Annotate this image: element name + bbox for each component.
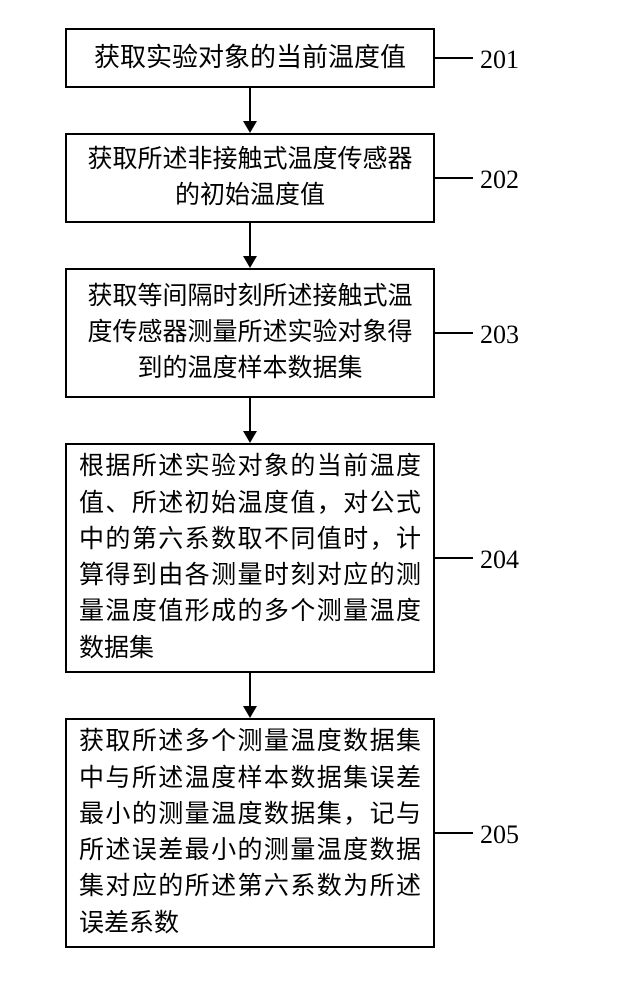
arrow-3-4-line [249, 398, 251, 431]
flow-label-2: 202 [480, 165, 519, 195]
flow-node-4-text: 根据所述实验对象的当前温度值、所述初始温度值，对公式中的第六系数取不同值时，计算… [79, 449, 421, 667]
connector-2 [435, 177, 473, 179]
flow-node-3: 获取等间隔时刻所述接触式温度传感器测量所述实验对象得到的温度样本数据集 [65, 268, 435, 398]
flow-label-3: 203 [480, 320, 519, 350]
flow-node-4: 根据所述实验对象的当前温度值、所述初始温度值，对公式中的第六系数取不同值时，计算… [65, 443, 435, 673]
arrow-2-3-head [243, 256, 257, 268]
flow-node-2: 获取所述非接触式温度传感器的初始温度值 [65, 133, 435, 223]
flow-node-3-text: 获取等间隔时刻所述接触式温度传感器测量所述实验对象得到的温度样本数据集 [79, 279, 421, 388]
arrow-4-5-line [249, 673, 251, 706]
flow-label-4: 204 [480, 545, 519, 575]
arrow-1-2-line [249, 88, 251, 121]
arrow-1-2-head [243, 121, 257, 133]
arrow-3-4-head [243, 431, 257, 443]
flow-node-5-text: 获取所述多个测量温度数据集中与所述温度样本数据集误差最小的测量温度数据集，记与所… [79, 724, 421, 942]
connector-3 [435, 332, 473, 334]
flow-label-1: 201 [480, 45, 519, 75]
flow-node-5: 获取所述多个测量温度数据集中与所述温度样本数据集误差最小的测量温度数据集，记与所… [65, 718, 435, 948]
flow-node-1: 获取实验对象的当前温度值 [65, 28, 435, 88]
flow-node-2-text: 获取所述非接触式温度传感器的初始温度值 [79, 142, 421, 215]
connector-1 [435, 57, 473, 59]
connector-5 [435, 832, 473, 834]
connector-4 [435, 557, 473, 559]
flowchart-container: 获取实验对象的当前温度值 201 获取所述非接触式温度传感器的初始温度值 202… [0, 0, 620, 1000]
arrow-4-5-head [243, 706, 257, 718]
arrow-2-3-line [249, 223, 251, 256]
flow-node-1-text: 获取实验对象的当前温度值 [94, 39, 406, 77]
flow-label-5: 205 [480, 820, 519, 850]
